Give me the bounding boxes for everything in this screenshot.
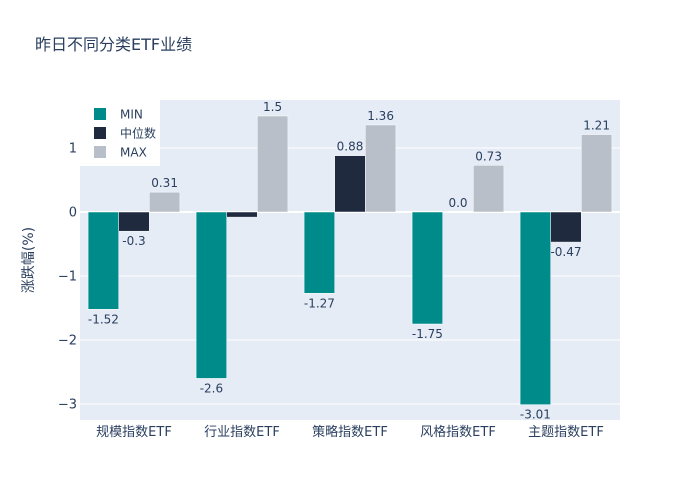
legend-swatch	[94, 127, 106, 139]
data-label: 1.21	[583, 119, 610, 133]
data-labels: -1.52 -0.3 0.31 -2.6 1.5 -1.27 0.88 1.36 -1.75 0.…	[88, 100, 610, 422]
y-tick-label: −2	[58, 334, 77, 349]
data-label: 0.88	[337, 140, 364, 154]
chart-title: 昨日不同分类ETF业绩	[35, 35, 192, 54]
x-tick-label: 风格指数ETF	[420, 424, 496, 440]
bar-MIN-2	[303, 211, 335, 294]
data-label: -0.3	[122, 234, 145, 248]
legend: MIN 中位数 MAX	[80, 100, 160, 166]
bars	[87, 115, 613, 405]
bar-MAX-1	[257, 115, 289, 213]
y-axis-title: 涨跌幅(%)	[21, 227, 37, 293]
data-label: -1.52	[88, 312, 119, 326]
y-tick-label: 0	[69, 206, 77, 221]
bar-中位数-4	[550, 211, 582, 243]
bar-中位数-1	[226, 211, 258, 218]
bar-中位数-2	[334, 155, 366, 213]
bar-MIN-4	[519, 211, 551, 405]
data-label: -0.47	[550, 245, 581, 259]
data-label: 1.5	[263, 100, 282, 114]
x-tick-label: 主题指数ETF	[528, 425, 604, 440]
legend-label: 中位数	[120, 126, 156, 141]
data-label: -1.27	[304, 296, 335, 310]
bar-MAX-3	[473, 165, 505, 213]
data-label: 1.36	[367, 109, 394, 123]
legend-label: MAX	[120, 146, 147, 160]
bar-MIN-0	[87, 211, 119, 310]
bar-中位数-0	[118, 211, 150, 232]
y-tick-labels: 1 0 −1 −2 −3	[58, 142, 77, 413]
bar-MAX-2	[365, 124, 397, 213]
legend-swatch	[94, 146, 106, 158]
x-tick-label: 规模指数ETF	[96, 425, 172, 440]
legend-background	[80, 100, 160, 166]
data-label: -2.6	[200, 381, 223, 395]
bar-MIN-1	[195, 211, 227, 379]
x-tick-label: 策略指数ETF	[312, 424, 388, 440]
bar-MAX-4	[581, 134, 613, 213]
data-label: 0.0	[448, 196, 467, 210]
x-tick-label: 行业指数ETF	[204, 425, 280, 440]
bar-MIN-3	[411, 211, 443, 325]
bar-MAX-0	[149, 191, 181, 213]
data-label: -3.01	[520, 408, 551, 422]
legend-label: MIN	[120, 108, 143, 122]
legend-swatch	[94, 108, 106, 120]
y-tick-label: −3	[58, 398, 77, 413]
data-label: 0.73	[475, 149, 502, 163]
data-label: 0.31	[151, 176, 178, 190]
y-tick-label: 1	[69, 142, 77, 157]
data-label: -1.75	[412, 327, 443, 341]
x-tick-labels: 规模指数ETF 行业指数ETF 策略指数ETF 风格指数ETF 主题指数ETF	[96, 424, 604, 440]
y-tick-label: −1	[58, 270, 77, 285]
